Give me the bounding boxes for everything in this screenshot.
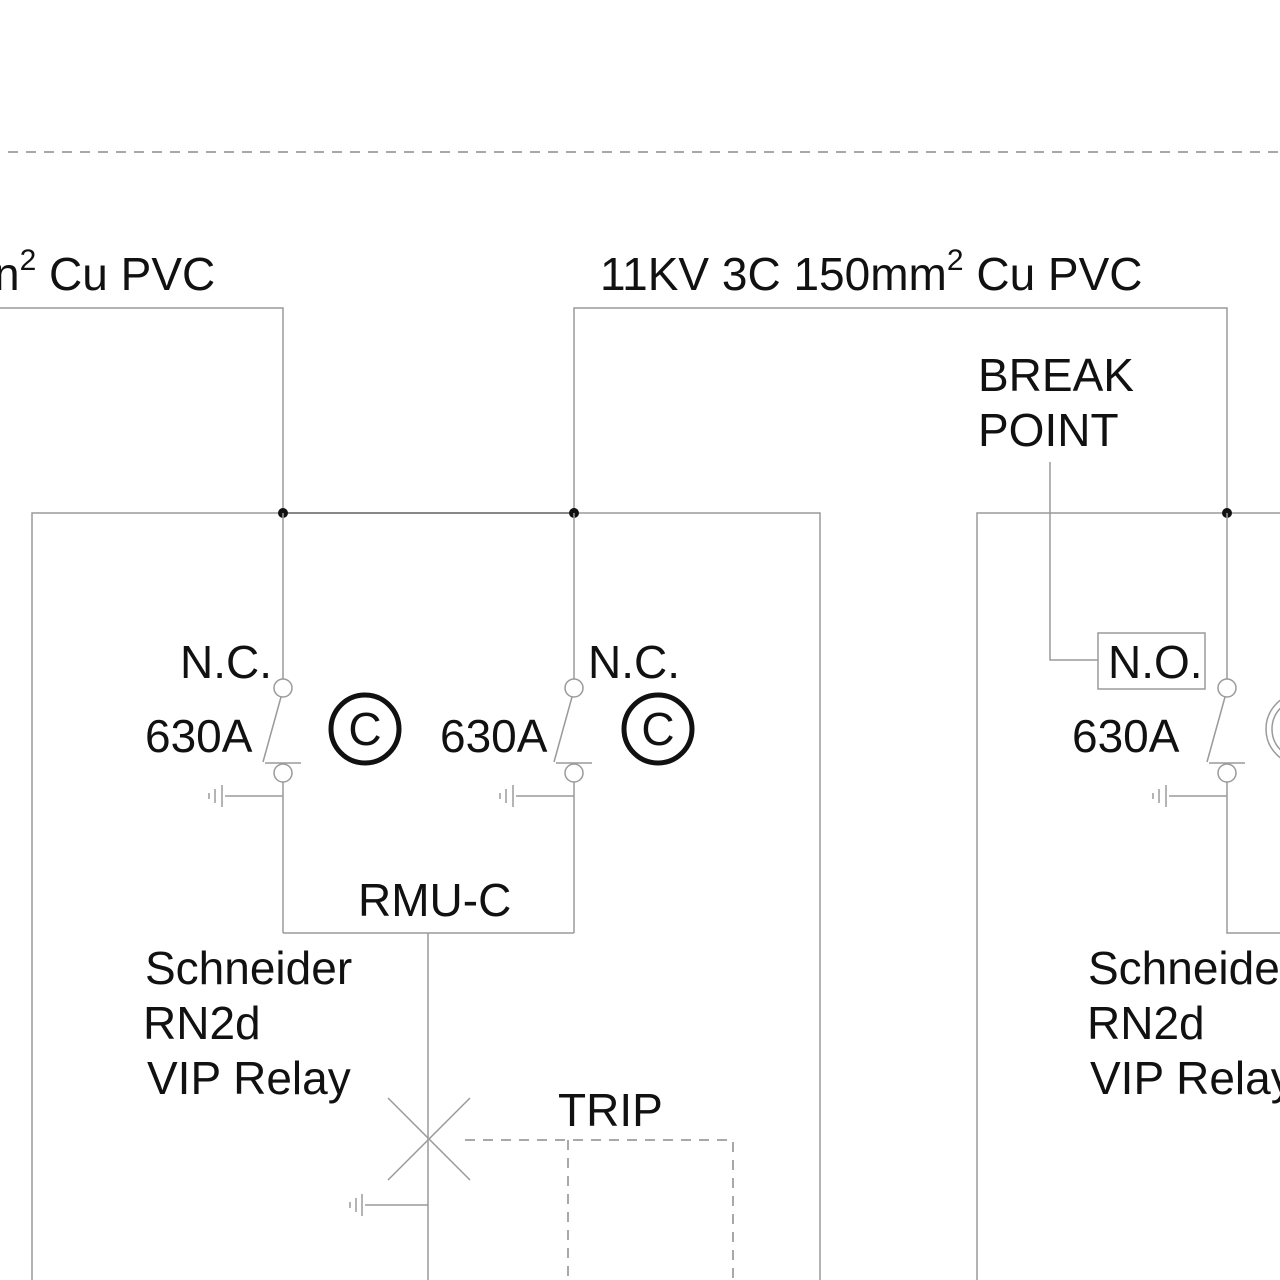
switch-1: N.C. 630A C [145,513,402,933]
switch-contact-icon [564,678,584,698]
earth-icon [349,1194,363,1216]
switch-1-rating-label: 630A [145,710,253,762]
circuit-breaker-cross-icon [387,1097,471,1181]
circled-c-icon: C [621,692,695,766]
switch-3-state-label: N.O. [1108,636,1203,688]
switch-blade-icon [1206,696,1226,763]
switch-contact-icon [273,678,293,698]
svg-text:C: C [641,703,674,755]
trip-dashed-box [465,1139,734,1280]
switch-2-state-label: N.C. [588,636,680,688]
switch-blade-icon [262,696,282,763]
trip-label: TRIP [558,1084,663,1136]
switch-blade-icon [553,696,573,763]
switch-2: N.C. 630A C [440,513,695,933]
relay-right-line2: RN2d [1087,997,1205,1049]
cable-label-left: n2 Cu PVC [0,244,215,300]
relay-left-line1: Schneider [145,942,352,994]
circled-c-icon: C [328,692,402,766]
cable-label-right: 11KV 3C 150mm2 Cu PVC [600,244,1143,300]
relay-right-line1: Schneide [1088,942,1280,994]
break-point-leader-line [1049,462,1098,661]
svg-text:C: C [348,703,381,755]
switch-contact-icon [273,763,293,783]
switch-contact-icon [1217,763,1237,783]
switch-3-state-box [1097,632,1206,690]
rmu-enclosure-right [976,512,1280,1280]
cable-line-left [0,307,284,513]
break-point-label-line1: BREAK [978,349,1134,401]
switch-3: N.O. 630A [1072,513,1280,934]
relay-left-line2: RN2d [143,997,261,1049]
break-point-label-line2: POINT [978,404,1119,456]
earth-icon [499,785,514,807]
earth-icon [1152,785,1167,807]
switch-contact-icon [564,763,584,783]
relay-right-line3: VIP Relay [1090,1052,1280,1104]
earth-icon [208,785,223,807]
switch-contact-icon [1217,678,1237,698]
switch-2-rating-label: 630A [440,710,548,762]
switch-1-state-label: N.C. [180,636,272,688]
double-circle-icon [1265,699,1280,759]
relay-left-line3: VIP Relay [147,1052,351,1104]
rmu-label: RMU-C [358,874,511,926]
cable-line-right [573,307,1228,513]
switch-3-rating-label: 630A [1072,710,1180,762]
